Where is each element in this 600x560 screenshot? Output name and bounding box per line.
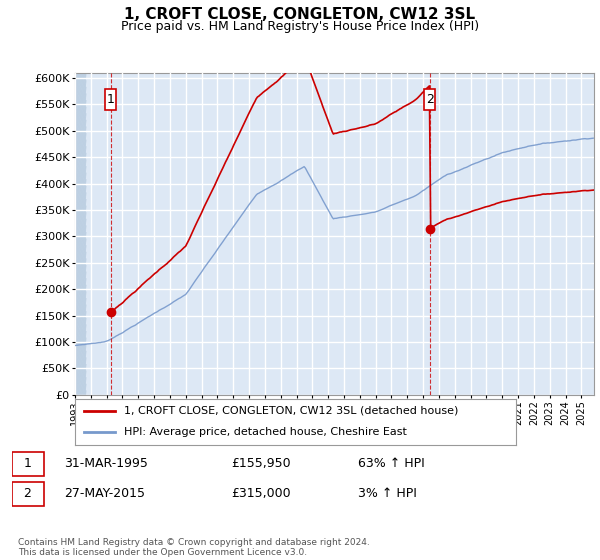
Text: 1: 1 (107, 93, 115, 106)
FancyBboxPatch shape (12, 451, 44, 476)
FancyBboxPatch shape (424, 88, 435, 110)
FancyBboxPatch shape (12, 482, 44, 506)
Text: 1: 1 (23, 457, 31, 470)
Text: 31-MAR-1995: 31-MAR-1995 (64, 457, 148, 470)
Text: HPI: Average price, detached house, Cheshire East: HPI: Average price, detached house, Ches… (124, 427, 406, 437)
Text: Contains HM Land Registry data © Crown copyright and database right 2024.
This d: Contains HM Land Registry data © Crown c… (18, 538, 370, 557)
Text: 2: 2 (23, 487, 31, 501)
Text: 3% ↑ HPI: 3% ↑ HPI (358, 487, 416, 501)
Text: 2: 2 (426, 93, 434, 106)
FancyBboxPatch shape (105, 88, 116, 110)
Text: £155,950: £155,950 (231, 457, 290, 470)
Text: Price paid vs. HM Land Registry's House Price Index (HPI): Price paid vs. HM Land Registry's House … (121, 20, 479, 32)
Text: 1, CROFT CLOSE, CONGLETON, CW12 3SL (detached house): 1, CROFT CLOSE, CONGLETON, CW12 3SL (det… (124, 406, 458, 416)
Text: 1, CROFT CLOSE, CONGLETON, CW12 3SL: 1, CROFT CLOSE, CONGLETON, CW12 3SL (124, 7, 476, 22)
Text: 27-MAY-2015: 27-MAY-2015 (64, 487, 145, 501)
Text: 63% ↑ HPI: 63% ↑ HPI (358, 457, 424, 470)
Text: £315,000: £315,000 (231, 487, 290, 501)
